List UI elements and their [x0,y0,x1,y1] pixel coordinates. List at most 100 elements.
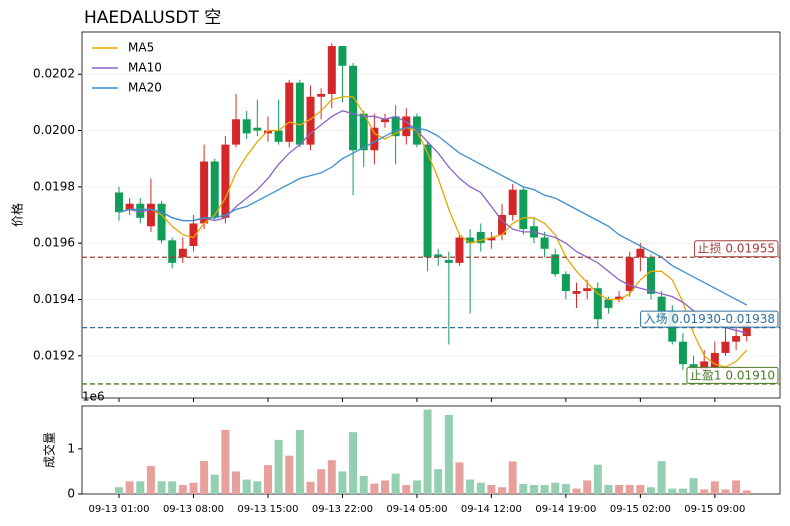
candle-body [200,161,209,224]
volume-bar [115,487,123,494]
volume-bar [498,487,507,494]
candle-body [232,119,241,145]
x-tick-label: 09-15 02:00 [610,504,671,515]
volume-bar [274,439,283,494]
candle-body [221,144,230,218]
volume-bar [551,482,560,494]
candle-body [551,254,560,275]
candle-body [636,248,645,258]
volume-bar [678,488,687,494]
legend-label: MA10 [128,61,162,75]
volume-bar [189,482,198,494]
volume-bar [253,481,262,494]
volume-bar [146,466,155,494]
volume-bar [540,484,549,494]
volume-bar [742,490,751,494]
candle-body [317,93,326,97]
candle-body [498,215,507,235]
candle-body [402,116,411,137]
volume-bar [232,471,241,494]
volume-bar [657,461,666,494]
volume-bar [668,488,677,494]
volume-bar [710,481,719,494]
level-label-box [640,310,779,328]
volume-y-tick-label: 0 [67,487,75,501]
candle-body [349,65,358,151]
volume-bar [583,480,592,494]
volume-bar [593,464,602,494]
volume-bar [604,484,613,494]
volume-bar [338,471,347,494]
ma-line [118,96,748,368]
candle-body [263,130,272,134]
volume-bar [721,489,730,494]
x-tick-label: 09-15 09:00 [684,504,745,515]
volume-bar [466,479,475,494]
level-label-box [694,240,779,258]
price-frame [81,31,781,399]
candle-body [508,189,517,215]
volume-bar [221,429,230,494]
candle-body [210,161,219,218]
candle-body [136,203,145,218]
volume-bar [572,488,581,494]
candle-body [423,144,432,258]
volume-bar [615,484,624,494]
candle-body [444,260,453,263]
candle-body [242,119,251,134]
candle-body [466,237,475,244]
x-tick-label: 09-14 05:00 [386,504,447,515]
volume-bar [732,480,741,494]
candle-body [157,203,166,241]
volume-bar [306,481,315,494]
volume-bar [125,481,134,494]
candle-body [678,341,687,365]
candle-body [125,203,134,210]
volume-bar [434,469,443,494]
volume-bar [519,484,528,494]
candle-body [572,291,581,294]
candle-body [434,254,443,258]
candle-body [391,116,400,137]
y-tick-label: 0.0192 [33,348,75,362]
level-label: 止盈1 0.01910 [690,368,775,382]
volume-bar [423,409,432,494]
volume-bar [263,465,272,494]
candle-body [306,96,315,145]
candle-body [178,248,187,258]
volume-bar [242,479,251,494]
candle-body [253,127,262,131]
volume-bar [178,484,187,494]
volume-bar [444,415,453,494]
candle-body [615,296,624,300]
candle-body [168,240,177,263]
candle-body [561,274,570,292]
volume-bar [359,475,368,494]
candle-body [540,237,549,249]
candle-body [519,189,528,230]
y-tick-label: 0.0196 [33,236,75,250]
volume-bar [136,481,145,494]
volume-bar [210,474,219,494]
volume-bar [455,462,464,494]
volume-axis-label: 成交量 [42,432,57,468]
volume-bar [370,483,379,494]
candle-body [710,352,719,368]
volume-y-tick-label: 1 [67,441,75,455]
candle-body [146,203,155,227]
candle-body [359,113,368,151]
volume-bar [476,482,485,494]
volume-bar [168,481,177,494]
level-label: 入场 0.01930-0.01938 [644,312,775,326]
candle-body [285,82,294,142]
y-tick-label: 0.0200 [33,123,75,137]
candle-body [381,119,389,123]
volume-bar [295,429,304,494]
candle-body [327,46,336,94]
candle-body [700,361,709,370]
level-label: 止损 0.01955 [698,242,775,256]
candle-body [657,296,666,320]
candle-body [583,288,592,292]
candle-body [476,231,485,244]
candle-body [742,324,751,337]
